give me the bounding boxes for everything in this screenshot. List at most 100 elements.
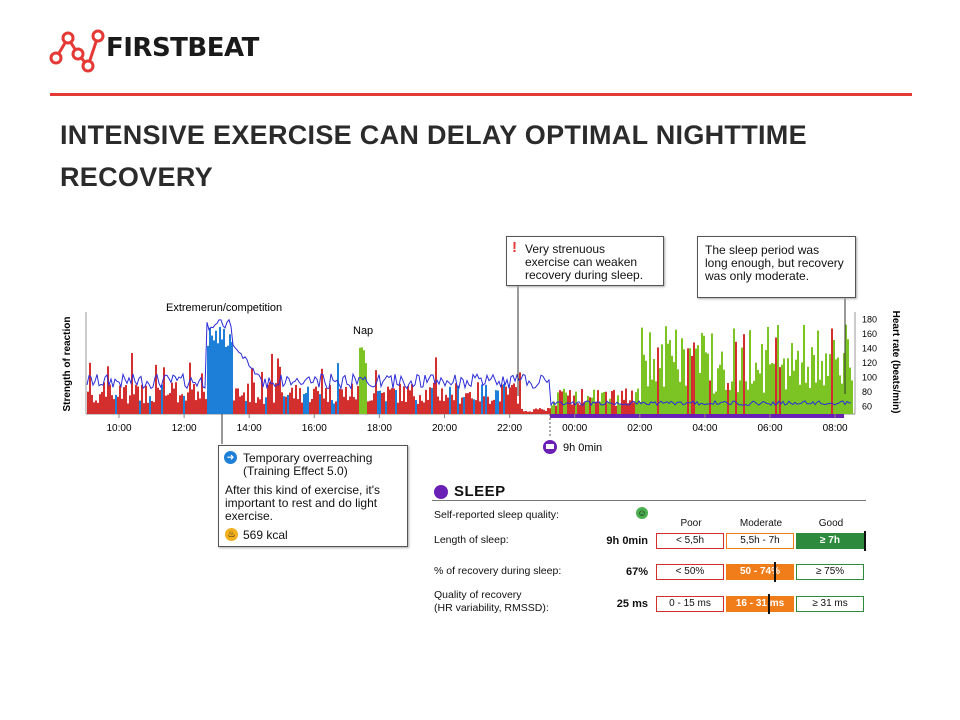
activity-bar bbox=[657, 347, 659, 414]
activity-bar bbox=[139, 400, 141, 414]
activity-bar bbox=[413, 396, 415, 414]
smiley-icon: ☺ bbox=[636, 507, 648, 519]
activity-bar bbox=[187, 392, 189, 414]
activity-bar bbox=[175, 382, 177, 414]
activity-bar bbox=[323, 398, 325, 414]
activity-bar bbox=[655, 381, 657, 414]
activity-bar bbox=[785, 389, 787, 414]
activity-bar bbox=[305, 393, 307, 414]
activity-bar bbox=[543, 409, 545, 414]
activity-bar bbox=[755, 362, 757, 414]
activity-bar bbox=[215, 330, 217, 414]
firstbeat-logo bbox=[49, 29, 105, 73]
activity-bar bbox=[159, 389, 161, 414]
activity-bar bbox=[445, 394, 447, 414]
activity-bar bbox=[121, 398, 123, 414]
quality-of-recovery-sublabel: (HR variability, RMSSD): bbox=[434, 602, 549, 614]
activity-bar bbox=[843, 353, 845, 414]
activity-bar bbox=[261, 371, 263, 414]
activity-bar bbox=[253, 382, 255, 414]
activity-bar bbox=[235, 388, 237, 414]
activity-bar bbox=[619, 404, 621, 414]
activity-bar bbox=[821, 361, 823, 414]
recovery-good-cell: ≥ 75% bbox=[796, 564, 864, 580]
activity-bar bbox=[359, 347, 361, 414]
activity-bar bbox=[727, 383, 729, 414]
title-divider bbox=[50, 93, 912, 96]
activity-bar bbox=[659, 368, 661, 414]
activity-bar bbox=[339, 388, 341, 414]
activity-bar bbox=[773, 363, 775, 414]
activity-bar bbox=[191, 389, 193, 414]
activity-bar bbox=[701, 332, 703, 414]
activity-bar bbox=[509, 387, 511, 414]
activity-bar bbox=[735, 341, 737, 414]
activity-bar bbox=[321, 368, 323, 414]
right-tick-label: 120 bbox=[862, 358, 877, 368]
activity-bar bbox=[719, 364, 721, 414]
activity-bar bbox=[517, 403, 519, 414]
activity-bar bbox=[273, 402, 275, 414]
activity-bar bbox=[335, 401, 337, 414]
running-icon: ➜ bbox=[224, 451, 237, 464]
activity-bar bbox=[363, 350, 365, 414]
activity-bar bbox=[401, 401, 403, 414]
activity-bar bbox=[521, 408, 523, 414]
activity-bar bbox=[717, 368, 719, 414]
activity-bar bbox=[551, 405, 553, 414]
length-of-sleep-value: 9h 0min bbox=[606, 535, 648, 547]
activity-bar bbox=[463, 397, 465, 414]
activity-bar bbox=[827, 376, 829, 414]
activity-bar bbox=[419, 395, 421, 414]
callout-overreach-body: After this kind of exercise, it's import… bbox=[225, 483, 381, 523]
length-good-cell: ≥ 7h bbox=[796, 533, 864, 549]
activity-bar bbox=[849, 367, 851, 414]
activity-bar bbox=[317, 391, 319, 414]
activity-bar bbox=[391, 388, 393, 414]
activity-bar bbox=[611, 391, 613, 414]
activity-bar bbox=[115, 394, 117, 414]
activity-bar bbox=[167, 394, 169, 414]
activity-bar bbox=[809, 388, 811, 414]
activity-bar bbox=[795, 359, 797, 414]
activity-bar bbox=[447, 397, 449, 414]
activity-bar bbox=[471, 398, 473, 414]
activity-bar bbox=[291, 387, 293, 414]
activity-bar bbox=[805, 382, 807, 414]
rmssd-poor-cell: 0 - 15 ms bbox=[656, 596, 724, 612]
exercise-annotation: Extremerun/competition bbox=[166, 302, 282, 314]
activity-bar bbox=[329, 384, 331, 414]
activity-bar bbox=[661, 344, 663, 414]
activity-bar bbox=[93, 402, 95, 414]
activity-bar bbox=[101, 391, 103, 414]
activity-bar bbox=[575, 391, 577, 414]
activity-bar bbox=[813, 355, 815, 414]
activity-bar bbox=[343, 396, 345, 414]
activity-bar bbox=[515, 387, 517, 414]
activity-bar bbox=[443, 401, 445, 414]
activity-bar bbox=[519, 372, 521, 414]
activity-bar bbox=[733, 328, 735, 414]
activity-bar bbox=[665, 326, 667, 414]
activity-bar bbox=[839, 375, 841, 414]
activity-bar bbox=[731, 381, 733, 414]
activity-bar bbox=[505, 386, 507, 414]
activity-bar bbox=[129, 395, 131, 414]
activity-bar bbox=[769, 364, 771, 414]
activity-bar bbox=[185, 400, 187, 414]
activity-bar bbox=[625, 388, 627, 414]
activity-bar bbox=[667, 343, 669, 414]
activity-bar bbox=[207, 345, 209, 414]
activity-bar bbox=[503, 383, 505, 414]
activity-bar bbox=[119, 385, 121, 414]
activity-bar bbox=[799, 384, 801, 414]
activity-bar bbox=[439, 400, 441, 414]
activity-bar bbox=[637, 388, 639, 414]
activity-bar bbox=[581, 389, 583, 414]
activity-bar bbox=[433, 382, 435, 414]
callout-moderate-text: The sleep period was long enough, but re… bbox=[705, 243, 844, 283]
activity-bar bbox=[533, 409, 535, 414]
activity-bar bbox=[395, 389, 397, 414]
activity-bar bbox=[781, 364, 783, 414]
activity-bar bbox=[713, 393, 715, 414]
